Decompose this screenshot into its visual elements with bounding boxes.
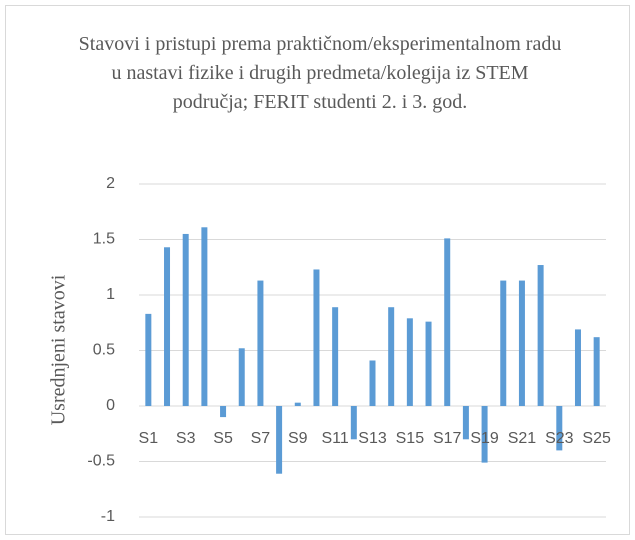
bar (313, 269, 320, 406)
bar (444, 238, 451, 406)
bar (500, 280, 507, 406)
bar (276, 406, 283, 474)
bar (332, 307, 339, 406)
bar (182, 233, 189, 406)
bar (294, 402, 301, 406)
grid (139, 183, 606, 518)
bar (556, 406, 563, 451)
bar (537, 265, 544, 406)
y-tick-label: 0 (106, 397, 115, 414)
y-tick-label: 2 (106, 175, 115, 192)
y-axis-label: Usrednjeni stavovi (48, 274, 70, 425)
x-tick-label: S5 (213, 430, 233, 447)
x-tick-label: S9 (288, 430, 308, 447)
y-tick-label: 1 (106, 286, 115, 303)
bar (462, 406, 469, 440)
bar (593, 337, 600, 406)
bar (164, 247, 171, 406)
y-tick-label: 1.5 (93, 231, 115, 248)
bar (257, 280, 264, 406)
bar (388, 307, 395, 406)
bar (220, 406, 227, 418)
x-tick-label: S23 (545, 430, 574, 447)
x-tick-label: S19 (470, 430, 499, 447)
bar (425, 321, 432, 406)
x-tick-label: S17 (433, 430, 462, 447)
x-tick-label: S7 (251, 430, 271, 447)
x-tick-label: S13 (358, 430, 387, 447)
bars (145, 227, 600, 474)
bar (238, 348, 245, 406)
y-tick-label: -1 (101, 508, 115, 525)
x-tick-label: S21 (508, 430, 537, 447)
bar (201, 227, 208, 406)
x-tick-label: S1 (139, 430, 159, 447)
y-tick-label: -0.5 (87, 453, 115, 470)
x-tick-label: S25 (582, 430, 611, 447)
x-tick-label: S11 (321, 430, 348, 447)
bar (369, 360, 376, 406)
y-tick-label: 0.5 (93, 342, 115, 359)
x-tick-label: S15 (396, 430, 425, 447)
chart-title: Stavovi i pristupi prema praktičnom/eksp… (78, 33, 562, 113)
bar (481, 406, 488, 463)
x-tick-label: S3 (176, 430, 196, 447)
bar (350, 406, 357, 440)
bar (406, 318, 413, 406)
bar (574, 329, 581, 406)
bar (145, 313, 152, 406)
bar (518, 280, 525, 406)
